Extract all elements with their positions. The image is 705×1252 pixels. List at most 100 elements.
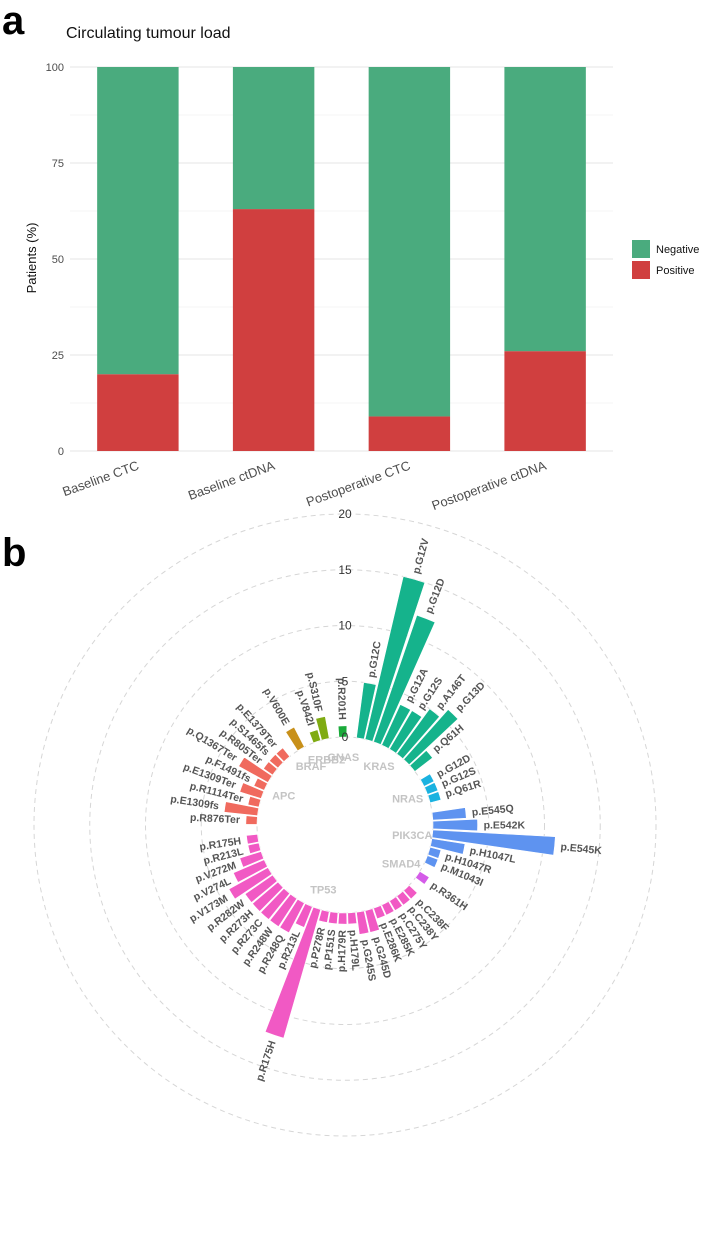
bar-pik3ca-p-h1047r: [427, 846, 442, 859]
bar-tp53-p-r248w: [269, 893, 298, 928]
gene-label-apc: APC: [272, 790, 295, 802]
gene-label-erbb2: ERBB2: [308, 755, 345, 767]
radial-gridline: [89, 569, 601, 1081]
bar-tp53-p-r273h: [252, 881, 284, 912]
bar-tp53-p-r282w: [244, 874, 278, 903]
bar-tp53-p-g245s: [356, 910, 370, 935]
gene-label-smad4: SMAD4: [382, 858, 421, 870]
bar-tp53-p-g245d: [364, 908, 380, 933]
bar-apc-p-e1379ter: [275, 747, 291, 763]
y-axis-label: Patients (%): [24, 223, 39, 294]
bar-positive-postoperative-ctdna: [504, 351, 586, 451]
bar-nras-p-g12s: [424, 782, 439, 795]
bar-apc-p-r805ter: [262, 761, 278, 776]
bar-kras-p-g12d: [373, 614, 436, 745]
bar-apc-p-r1114ter: [247, 795, 262, 808]
panel-b-circular-bar-chart: p.R876Terp.E1309fsp.R1114Terp.E1309Terp.…: [33, 507, 657, 1137]
gene-label-nras: NRAS: [392, 794, 423, 806]
mutation-label-p-e545k: p.E545K: [560, 841, 603, 857]
bar-tp53-p-r175h: [246, 833, 259, 845]
mutation-label-p-p151s: p.P151S: [321, 929, 338, 971]
y-tick-label: 100: [46, 62, 64, 74]
radial-tick-label: 15: [338, 563, 352, 577]
radial-grid: [33, 513, 657, 1137]
radial-gridline: [200, 680, 490, 970]
x-tick-label: Postoperative ctDNA: [430, 458, 549, 513]
bar-negative-postoperative-ctdna: [504, 67, 586, 352]
bar-apc-p-f1491fs: [253, 777, 268, 791]
bar-nras-p-g12d: [419, 773, 435, 787]
legend: Negative Positive: [632, 240, 699, 279]
mutation-label-p-g12v: p.G12V: [410, 537, 431, 575]
bar-tp53-p-e285k: [381, 901, 395, 916]
bar-apc-p-e1309fs: [223, 801, 259, 817]
bar-tp53-p-e286k: [373, 905, 386, 920]
gene-label-pik3ca: PIK3CA: [392, 830, 432, 842]
bar-positive-postoperative-ctc: [368, 416, 451, 451]
gene-label-kras: KRAS: [363, 761, 394, 773]
bar-erbb2-p-s310f: [315, 716, 330, 741]
bar-positive-baseline-ctc: [97, 374, 179, 451]
bar-tp53-p-r213l: [294, 903, 313, 928]
y-tick-label: 75: [52, 158, 64, 170]
bar-tp53-p-c238y: [396, 890, 411, 906]
bar-kras-p-g12a: [381, 704, 412, 749]
bar-braf-p-v600e: [285, 726, 305, 752]
bar-kras-p-g13d: [403, 709, 459, 766]
bar-kras-p-q61h: [409, 750, 433, 772]
gene-label-gnas: GNAS: [327, 752, 359, 764]
radial-ticks: 0 5 10 15 20: [338, 507, 352, 744]
bar-tp53-p-r248q: [279, 898, 305, 934]
bar-tp53-p-c238f: [403, 884, 418, 900]
legend-label-negative: Negative: [656, 244, 699, 256]
bar-tp53-p-v272m: [239, 851, 265, 868]
bar-kras-p-g12s: [389, 710, 423, 754]
bar-negative-baseline-ctc: [97, 67, 179, 375]
bar-apc-p-q1367ter: [238, 756, 273, 783]
bar-positive-baseline-ctdna: [232, 209, 315, 451]
bar-kras-p-a146t: [396, 708, 440, 760]
y-axis-ticks: 0 25 50 75 100: [46, 62, 64, 458]
bar-pik3ca-p-e545k: [431, 829, 556, 856]
gene-label-braf: BRAF: [296, 761, 327, 773]
bar-tp53-p-c275y: [389, 896, 403, 911]
radial-gridline: [33, 513, 657, 1137]
gene-label-tp53: TP53: [310, 884, 336, 896]
bar-apc-p-e1309ter: [239, 782, 265, 799]
x-tick-label: Postoperative CTC: [304, 458, 412, 510]
mutation-label-p-r201h: p.R201H: [335, 678, 348, 720]
bar-gnas-p-r201h: [337, 725, 348, 738]
radial-bars: [223, 576, 556, 1039]
bar-tp53-p-h179r: [337, 912, 348, 925]
bar-nras-p-q61r: [427, 791, 442, 804]
mutation-label-p-h179l: p.H179L: [346, 929, 361, 971]
bar-tp53-p-v173m: [228, 867, 273, 900]
bar-tp53-p-p278r: [318, 909, 330, 923]
bars: [97, 67, 586, 451]
bar-apc-p-r876ter: [245, 815, 258, 825]
bar-erbb2-p-v842i: [308, 729, 322, 744]
bar-tp53-p-p151s: [328, 911, 339, 925]
bar-pik3ca-p-e542k: [432, 818, 478, 832]
y-tick-label: 25: [52, 350, 64, 362]
bar-tp53-p-h179l: [347, 912, 358, 925]
bar-tp53-p-r175h: [264, 906, 322, 1039]
legend-swatch-negative: [632, 240, 650, 258]
legend-label-positive: Positive: [656, 265, 695, 277]
bar-pik3ca-p-h1047l: [430, 838, 466, 855]
radial-tick-label: 10: [338, 619, 352, 633]
x-tick-label: Baseline CTC: [60, 458, 140, 500]
radial-tick-label: 5: [342, 674, 349, 688]
radial-gridline: [145, 625, 545, 1025]
mutation-label-p-v600e: p.V600E: [261, 686, 292, 727]
bar-tp53-p-r213l: [247, 842, 262, 855]
bar-smad4-p-r361h: [415, 870, 430, 885]
bar-pik3ca-p-m1043i: [424, 855, 439, 868]
legend-swatch-positive: [632, 261, 650, 279]
radial-tick-label: 20: [338, 507, 352, 521]
mutation-label-p-g12d: p.G12D: [423, 576, 448, 615]
bar-tp53-p-v274l: [232, 859, 268, 883]
bar-negative-baseline-ctdna: [232, 67, 315, 210]
panel-b-letter: b: [2, 531, 26, 575]
